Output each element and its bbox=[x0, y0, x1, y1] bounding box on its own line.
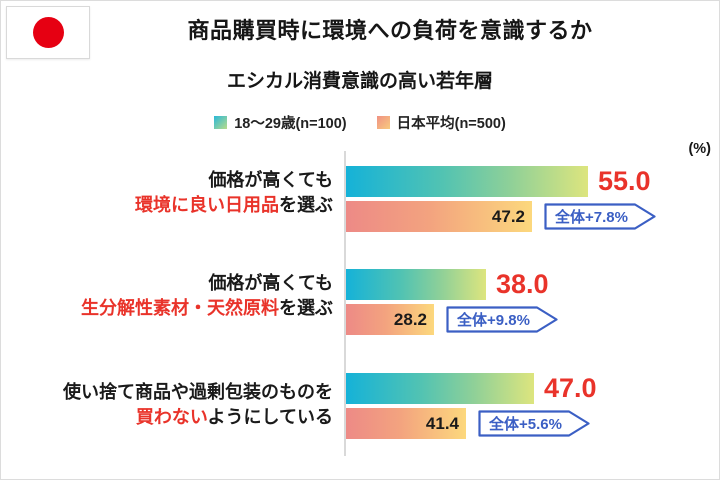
bar-row-young: 38.0 bbox=[346, 269, 719, 300]
legend-swatch-average bbox=[376, 116, 390, 129]
bar-group-avoid-disposable: 使い捨て商品や過剰包装のものを 買わないようにしている 47.0 41.4 全体… bbox=[1, 373, 719, 443]
japan-flag-sun bbox=[32, 17, 64, 48]
category-label-suffix: ようにしている bbox=[207, 407, 333, 427]
diff-badge-label: 全体+9.8% bbox=[457, 312, 530, 329]
value-young: 47.0 bbox=[544, 373, 597, 403]
diff-badge-arrow-icon bbox=[544, 203, 656, 230]
value-young: 38.0 bbox=[496, 269, 549, 299]
chart-legend: 18〜29歳(n=100) 日本平均(n=500) bbox=[1, 112, 719, 133]
category-label: 使い捨て商品や過剰包装のものを 買わないようにしている bbox=[1, 380, 333, 430]
bar-average: 41.4 bbox=[346, 408, 466, 439]
value-average: 41.4 bbox=[425, 413, 459, 433]
legend-item-average: 日本平均(n=500) bbox=[376, 112, 506, 133]
bar-group-biodegradable: 価格が高くても 生分解性素材・天然原料を選ぶ 38.0 28.2 全体+9.8% bbox=[1, 269, 719, 339]
bar-average: 28.2 bbox=[346, 304, 434, 335]
category-label-highlight: 生分解性素材・天然原料 bbox=[81, 298, 279, 318]
value-average: 47.2 bbox=[491, 206, 525, 226]
diff-badge-label: 全体+7.8% bbox=[555, 209, 628, 226]
category-label: 価格が高くても 環境に良い日用品を選ぶ bbox=[1, 168, 333, 218]
unit-label: (%) bbox=[688, 141, 711, 157]
category-label-highlight: 環境に良い日用品 bbox=[135, 195, 279, 215]
diff-badge: 全体+5.6% bbox=[478, 410, 591, 437]
bar-young bbox=[346, 269, 486, 300]
diff-badge-arrow-icon bbox=[478, 410, 590, 437]
bar-young bbox=[346, 166, 588, 197]
diff-badge-label: 全体+5.6% bbox=[489, 416, 562, 433]
legend-label-young: 18〜29歳(n=100) bbox=[234, 116, 347, 132]
category-label-highlight: 買わない bbox=[135, 407, 208, 427]
japan-flag-icon bbox=[6, 6, 90, 59]
page-subtitle: エシカル消費意識の高い若年層 bbox=[226, 71, 493, 92]
page-title: 商品購買時に環境への負荷を意識するか bbox=[187, 18, 593, 43]
category-label: 価格が高くても 生分解性素材・天然原料を選ぶ bbox=[1, 271, 333, 321]
value-young: 55.0 bbox=[598, 166, 651, 196]
category-label-line1: 使い捨て商品や過剰包装のものを bbox=[63, 382, 333, 402]
diff-badge-arrow-icon bbox=[446, 306, 558, 333]
diff-badge: 全体+9.8% bbox=[446, 306, 559, 333]
legend-label-average: 日本平均(n=500) bbox=[396, 116, 506, 132]
bar-row-average: 28.2 全体+9.8% bbox=[346, 304, 719, 335]
diff-badge: 全体+7.8% bbox=[544, 203, 657, 230]
bar-row-young: 55.0 bbox=[346, 166, 719, 197]
value-average: 28.2 bbox=[393, 309, 427, 329]
legend-item-young: 18〜29歳(n=100) bbox=[214, 112, 347, 133]
axis-baseline bbox=[344, 151, 346, 456]
category-label-suffix: を選ぶ bbox=[279, 195, 333, 215]
category-label-line1: 価格が高くても bbox=[208, 273, 333, 293]
category-label-line1: 価格が高くても bbox=[208, 170, 333, 190]
category-label-suffix: を選ぶ bbox=[279, 298, 333, 318]
bar-average: 47.2 bbox=[346, 201, 532, 232]
legend-swatch-young bbox=[214, 116, 228, 129]
bar-group-daily-goods: 価格が高くても 環境に良い日用品を選ぶ 55.0 47.2 全体+7.8% bbox=[1, 166, 719, 236]
bar-young bbox=[346, 373, 534, 404]
bar-row-average: 47.2 全体+7.8% bbox=[346, 201, 719, 232]
bar-row-young: 47.0 bbox=[346, 373, 719, 404]
bar-row-average: 41.4 全体+5.6% bbox=[346, 408, 719, 439]
